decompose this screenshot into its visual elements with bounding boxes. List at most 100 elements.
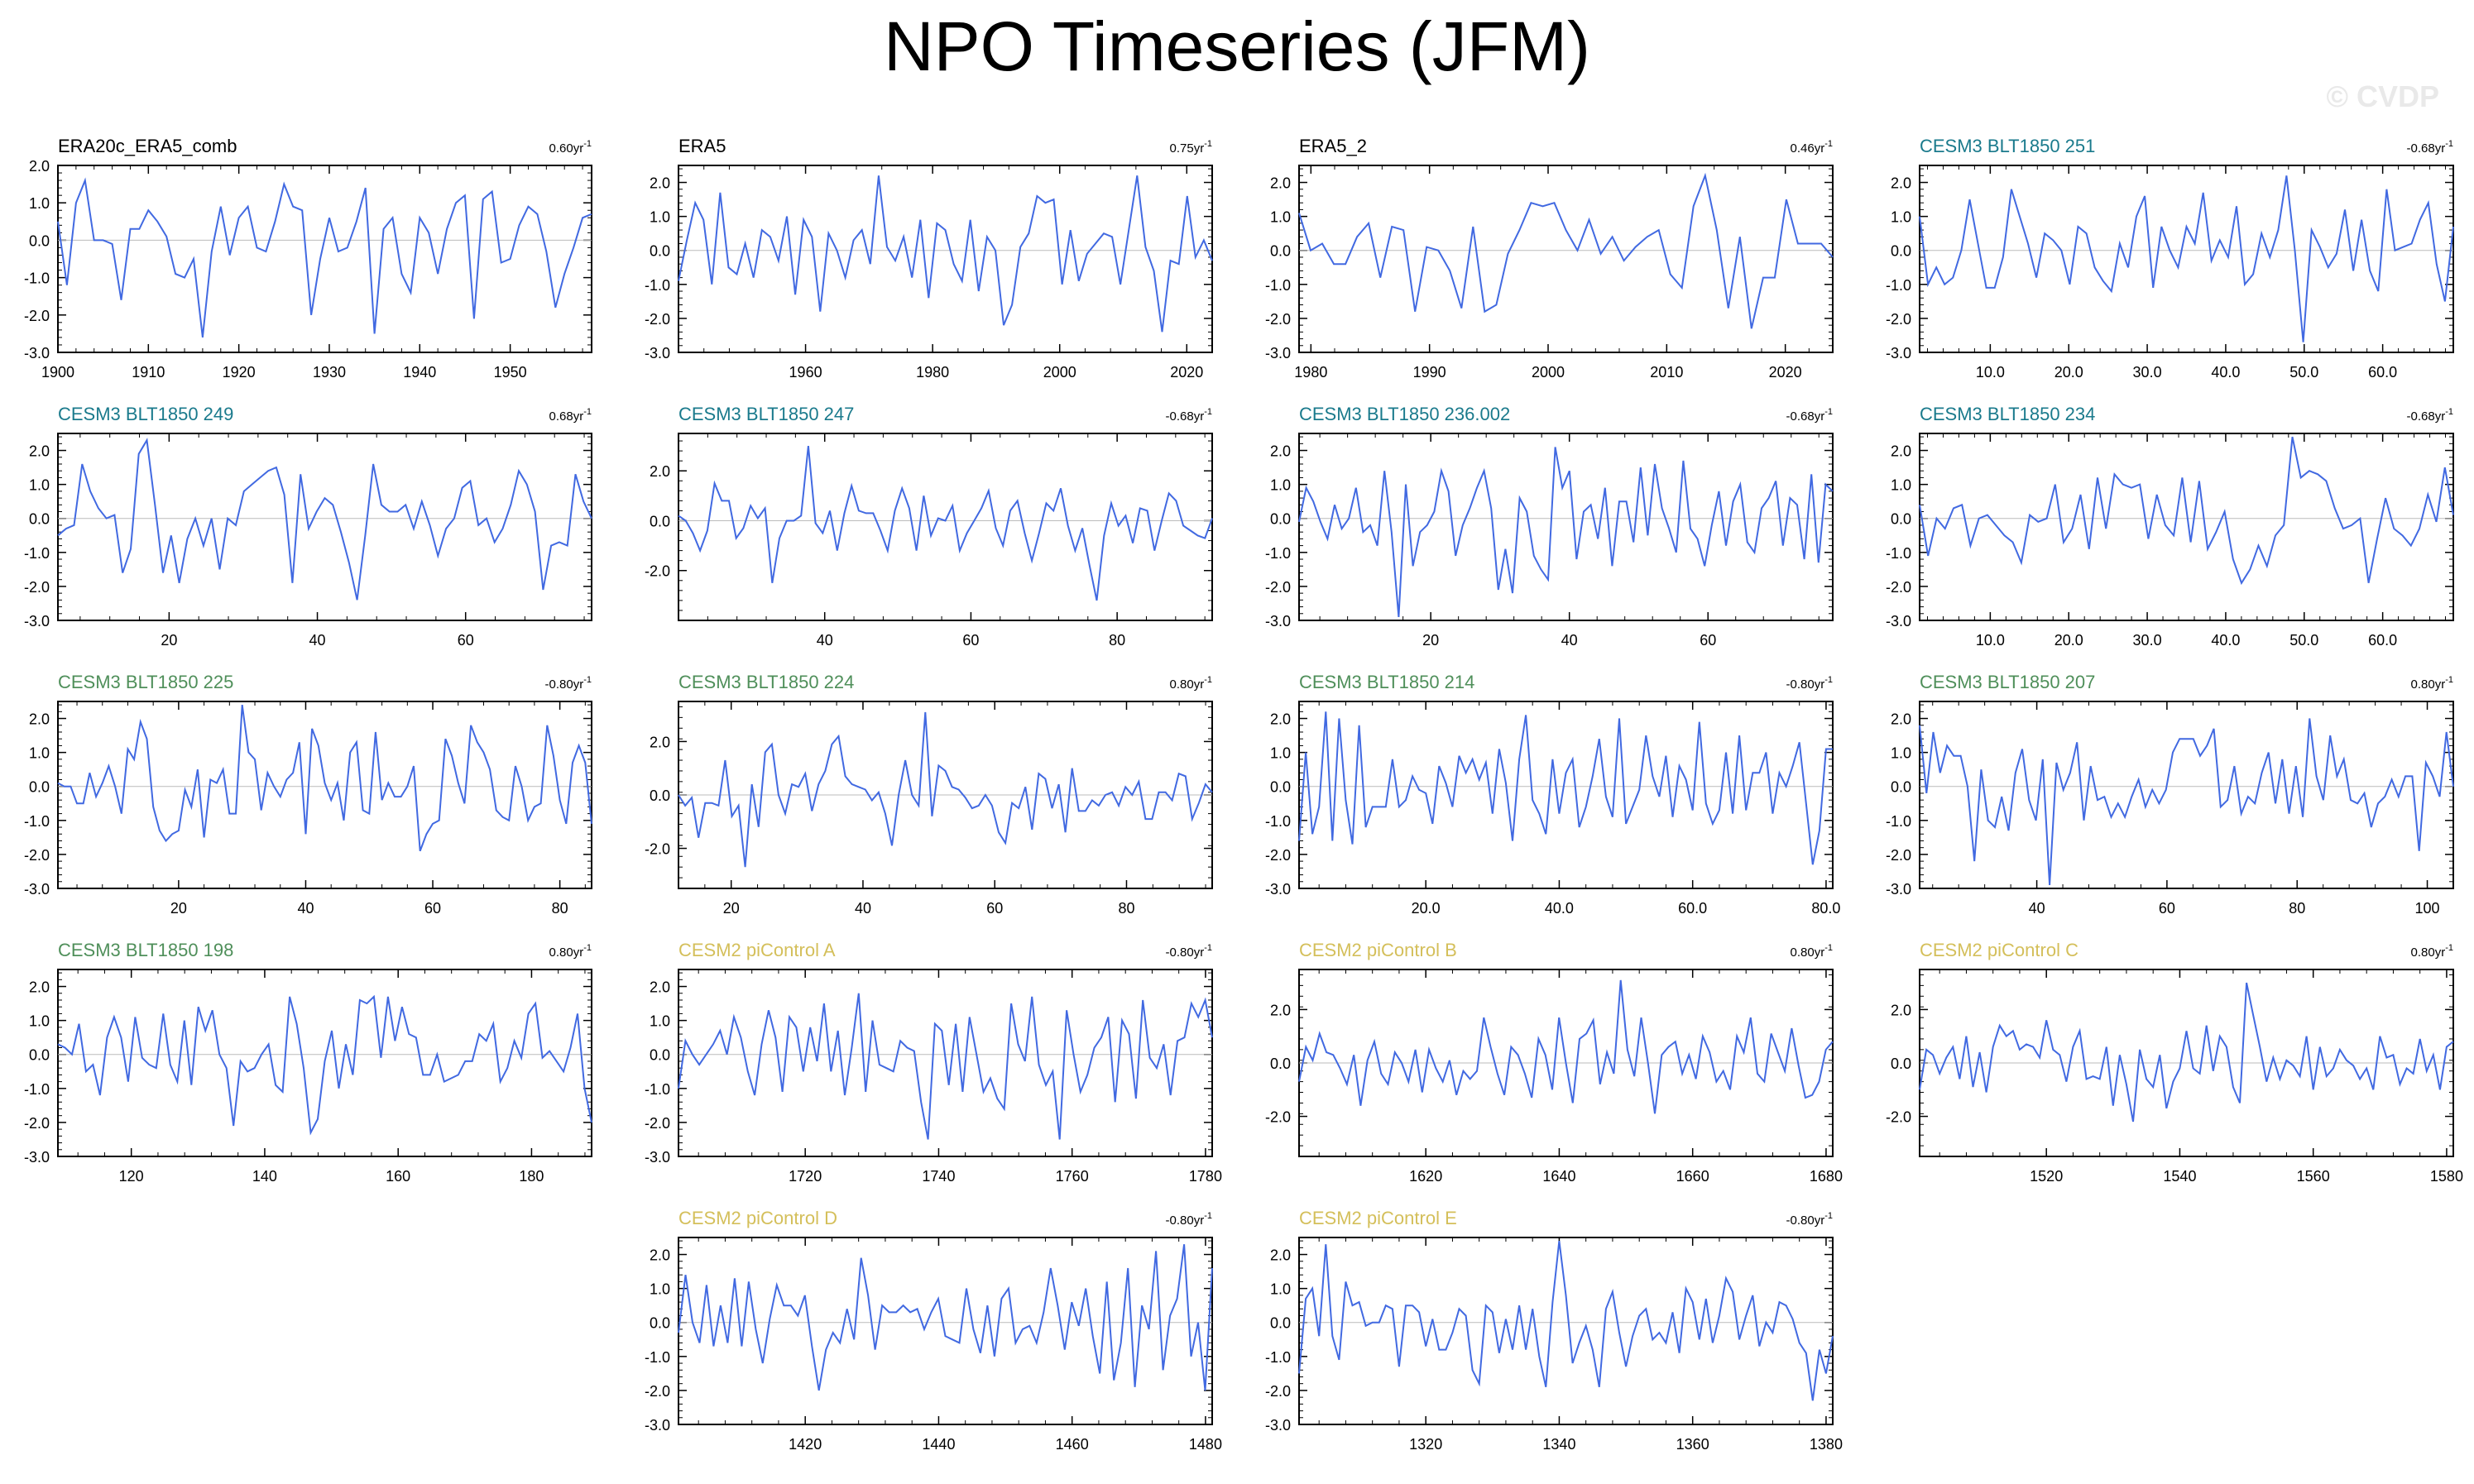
plot-frame <box>1298 165 1834 353</box>
y-tick-label: -1.0 <box>24 545 50 562</box>
trend-label: -0.80yr-1 <box>1786 675 1833 692</box>
y-tick-label: -3.0 <box>1265 1417 1291 1434</box>
plot-frame <box>57 433 592 621</box>
y-tick-label: 2.0 <box>1891 1002 1911 1018</box>
trend-label: -0.68yr-1 <box>1166 407 1212 424</box>
panel-title: CESM3 BLT1850 207 <box>1920 672 2095 692</box>
x-tick-label: 80 <box>2289 900 2305 917</box>
panel-4: CESM3 BLT1850 251 -0.68yr-1 2.0 1.0 0.0 -1.0 -… <box>1886 136 2454 381</box>
y-tick-label: 2.0 <box>1270 175 1291 192</box>
y-tick-label: -2.0 <box>1886 1109 1911 1126</box>
x-tick-label: 10.0 <box>1976 364 2005 381</box>
x-tick-label: 20 <box>1422 632 1439 649</box>
y-tick-label: 1.0 <box>29 745 50 762</box>
x-tick-label: 80 <box>552 900 568 917</box>
y-tick-label: 2.0 <box>1270 443 1291 460</box>
trend-label: 0.80yr-1 <box>1170 675 1212 692</box>
plot-frame <box>57 701 592 889</box>
x-tick-label: 40 <box>297 900 314 917</box>
y-tick-label: 2.0 <box>650 979 670 996</box>
y-tick-label: 1.0 <box>1891 745 1911 762</box>
x-tick-label: 1580 <box>2430 1168 2463 1185</box>
x-tick-label: 40 <box>2029 900 2045 917</box>
y-tick-label: 0.0 <box>1270 1315 1291 1332</box>
x-tick-label: 40.0 <box>2211 632 2240 649</box>
x-tick-label: 20.0 <box>1412 900 1441 917</box>
y-tick-label: -3.0 <box>1886 613 1911 630</box>
x-tick-label: 80.0 <box>1811 900 1840 917</box>
y-tick-label: -2.0 <box>645 311 670 328</box>
y-tick-label: 0.0 <box>1891 1056 1911 1072</box>
x-tick-label: 60 <box>962 632 979 649</box>
panel-title: CESM2 piControl D <box>678 1208 837 1228</box>
y-tick-label: -2.0 <box>1265 311 1291 328</box>
x-tick-label: 1910 <box>132 364 165 381</box>
y-tick-label: 2.0 <box>650 734 670 750</box>
panel-15: CESM2 piControl B 0.80yr-1 2.0 0.0 -2.0 1620 1… <box>1265 940 1843 1185</box>
x-tick-label: 1930 <box>313 364 346 381</box>
panel-7: CESM3 BLT1850 236.002 -0.68yr-1 2.0 1.0 0.0 -… <box>1265 404 1834 649</box>
plot-frame <box>57 969 592 1157</box>
x-tick-label: 2020 <box>1170 364 1203 381</box>
x-tick-label: 1480 <box>1189 1436 1222 1453</box>
series-line <box>57 704 592 852</box>
y-tick-label: 0.0 <box>650 787 670 804</box>
y-tick-label: -3.0 <box>24 345 50 361</box>
plot-frame <box>678 969 1213 1157</box>
panel-title: CESM2 piControl E <box>1299 1208 1457 1228</box>
plot-frame <box>1919 433 2454 621</box>
x-tick-label: 60.0 <box>1678 900 1707 917</box>
x-tick-label: 100 <box>2415 900 2440 917</box>
y-tick-label: -3.0 <box>645 1149 670 1166</box>
y-tick-label: 0.0 <box>650 1315 670 1332</box>
x-tick-label: 1740 <box>922 1168 955 1185</box>
x-tick-label: 60 <box>458 632 474 649</box>
x-tick-label: 1960 <box>789 364 822 381</box>
y-tick-label: -3.0 <box>24 881 50 898</box>
x-tick-label: 1360 <box>1676 1436 1709 1453</box>
panel-13: CESM3 BLT1850 198 0.80yr-1 2.0 1.0 0.0 -1.0 -2… <box>24 940 592 1185</box>
y-tick-label: 0.0 <box>29 779 50 796</box>
y-tick-label: 0.0 <box>650 513 670 529</box>
x-tick-label: 1420 <box>789 1436 822 1453</box>
x-tick-label: 40.0 <box>1545 900 1574 917</box>
panel-title: CESM3 BLT1850 247 <box>678 404 854 424</box>
x-tick-label: 20 <box>170 900 187 917</box>
panel-title: CESM3 BLT1850 225 <box>58 672 233 692</box>
y-tick-label: 0.0 <box>29 1047 50 1064</box>
y-tick-label: 0.0 <box>1270 243 1291 260</box>
x-tick-label: 40 <box>855 900 871 917</box>
x-tick-label: 30.0 <box>2133 364 2162 381</box>
panel-9: CESM3 BLT1850 225 -0.80yr-1 2.0 1.0 0.0 -1.0 -… <box>24 672 592 917</box>
y-tick-label: 0.0 <box>29 511 50 528</box>
x-tick-label: 40 <box>1561 632 1578 649</box>
plot-frame <box>678 165 1213 353</box>
y-tick-label: -2.0 <box>645 841 670 858</box>
x-tick-label: 1440 <box>922 1436 955 1453</box>
x-tick-label: 2000 <box>1043 364 1076 381</box>
y-tick-label: -2.0 <box>24 579 50 596</box>
y-tick-label: -1.0 <box>24 1081 50 1098</box>
panel-8: CESM3 BLT1850 234 -0.68yr-1 2.0 1.0 0.0 -1.0 -… <box>1886 404 2454 649</box>
series-line <box>57 438 592 601</box>
x-tick-label: 30.0 <box>2133 632 2162 649</box>
y-tick-label: -1.0 <box>1886 813 1911 830</box>
x-tick-label: 2010 <box>1650 364 1683 381</box>
y-tick-label: -1.0 <box>1265 545 1291 562</box>
x-tick-label: 60 <box>986 900 1003 917</box>
x-tick-label: 1900 <box>41 364 74 381</box>
panel-5: CESM3 BLT1850 249 0.68yr-1 2.0 1.0 0.0 -1.0 -2… <box>24 404 592 649</box>
x-tick-label: 1680 <box>1810 1168 1843 1185</box>
panel-title: ERA20c_ERA5_comb <box>58 136 237 156</box>
plot-frame <box>1298 1237 1834 1425</box>
x-tick-label: 2000 <box>1532 364 1565 381</box>
panel-12: CESM3 BLT1850 207 0.80yr-1 2.0 1.0 0.0 -1.0 -2… <box>1886 672 2454 917</box>
plot-frame <box>1298 433 1834 621</box>
trend-label: 0.80yr-1 <box>549 943 592 960</box>
y-tick-label: -3.0 <box>645 345 670 361</box>
cvdp-watermark: © CVDP <box>2326 79 2439 113</box>
x-tick-label: 1460 <box>1056 1436 1089 1453</box>
series-line <box>1298 172 1834 329</box>
series-line <box>57 177 592 338</box>
